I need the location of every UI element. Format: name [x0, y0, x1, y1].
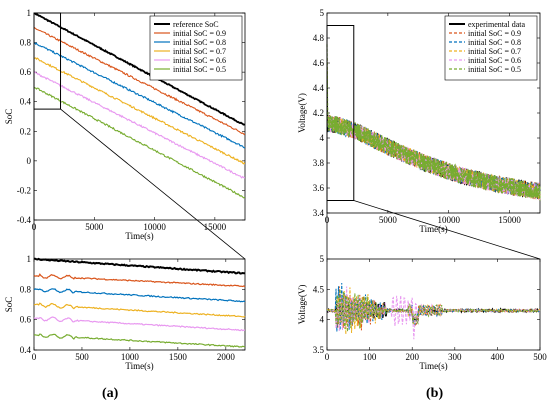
- b-zoom-series-line: [326, 286, 541, 340]
- a-main-xtick-label: 15000: [204, 222, 227, 232]
- b-zoom-xtick-label: 0: [325, 352, 330, 362]
- a-main-lines: [34, 13, 245, 199]
- panel-label-a-text: (a): [102, 386, 119, 401]
- a-zoom-series-line: [33, 316, 246, 332]
- a-zoom-series-line: [33, 257, 246, 275]
- a-zoom-ytick-label: 0.4: [20, 345, 32, 355]
- b-zoom-ytick-label: 4.5: [313, 284, 325, 294]
- panel-label-a: (a): [102, 386, 118, 402]
- a-zoom-ytick-label: 0.6: [20, 315, 32, 325]
- a-zoom-xtick-label: 500: [75, 352, 89, 362]
- a-main-ylabel: SoC: [4, 109, 14, 125]
- a-zoom-series-line: [33, 273, 246, 288]
- b-main-ylabel: Voltage(V): [297, 93, 307, 133]
- b-zoom-xtick-label: 500: [533, 352, 547, 362]
- b-main-legend-box: [444, 15, 538, 81]
- b-zoom-ytick-label: 5: [320, 254, 325, 264]
- b-main-ytick-label: 3.6: [313, 183, 325, 193]
- b-main-ytick-label: 3.4: [313, 208, 325, 218]
- b-zoom-axes: 0 100 200 300 400 500 3.5 4 4.5 5 Time(s) Voltage(V…: [297, 254, 547, 371]
- a-main-xtick-label: 10000: [143, 222, 166, 232]
- b-zoom-xtick-label: 400: [491, 352, 505, 362]
- a-main-series-line: [34, 86, 245, 199]
- b-zoom-ytick-label: 3.5: [313, 345, 325, 355]
- b-zoom-series-line: [326, 289, 541, 332]
- a-zoom-xtick-label: 2000: [217, 352, 236, 362]
- a-zoom-xtick-label: 1000: [121, 352, 140, 362]
- a-zoom-series-line: [33, 333, 246, 348]
- b-zoom-ylabel: Voltage(V): [297, 285, 307, 325]
- a-main-ytick-label: 0.2: [20, 126, 31, 136]
- a-main-ytick-label: -0.4: [17, 215, 32, 225]
- a-main-ytick-label: 0.4: [20, 97, 32, 107]
- b-main-legend-entry: initial SoC = 0.6: [468, 56, 521, 65]
- a-main-legend-entry: initial SoC = 0.9: [173, 29, 226, 38]
- b-main-ytick-label: 4.6: [313, 58, 325, 68]
- a-zoom-xtick-label: 1500: [169, 352, 188, 362]
- b-main-legend-entry: initial SoC = 0.8: [468, 38, 521, 47]
- a-main-xtick-label: 5000: [85, 222, 104, 232]
- a-main-xlabel: Time(s): [125, 231, 153, 241]
- a-zoom-ylabel: SoC: [4, 297, 14, 313]
- a-main-series-line: [34, 57, 245, 165]
- b-main-ytick-label: 3.8: [313, 158, 325, 168]
- a-main-ytick-label: 0: [27, 156, 32, 166]
- a-main-legend-entry: initial SoC = 0.8: [173, 38, 226, 47]
- a-main-ytick-label: -0.2: [17, 185, 31, 195]
- a-main-ytick-label: 0.6: [20, 67, 32, 77]
- b-zoom-ytick-label: 4: [320, 315, 325, 325]
- a-main-series-line: [34, 71, 245, 179]
- a-main-legend-entry: initial SoC = 0.5: [173, 65, 226, 74]
- b-main-legend-entry: initial SoC = 0.9: [468, 29, 521, 38]
- b-main-series-line: [326, 44, 541, 201]
- a-main-legend-entry: reference SoC: [173, 20, 219, 29]
- a-zoom-ytick-label: 1: [27, 254, 32, 264]
- a-zoom-axes: 0 500 1000 1500 2000 0.4 0.6 0.8 1 Time(s) SoC: [4, 254, 246, 371]
- a-zoom-ytick-label: 0.8: [20, 284, 32, 294]
- b-main-ytick-label: 4.8: [313, 33, 325, 43]
- b-main-xlabel: Time(s): [419, 224, 447, 234]
- panel-label-b: (b): [426, 386, 443, 402]
- a-main-zoom-box: [33, 12, 62, 110]
- b-main-legend-entry: initial SoC = 0.7: [468, 47, 521, 56]
- a-main-ytick-label: 0.8: [20, 38, 32, 48]
- b-zoom-series-line: [326, 287, 541, 335]
- b-main-legend-entry: initial SoC = 0.5: [468, 65, 521, 74]
- b-main-ytick-label: 4.2: [313, 108, 324, 118]
- a-main-legend-entry: initial SoC = 0.7: [173, 47, 226, 56]
- b-main-xtick-label: 15000: [498, 215, 521, 225]
- a-zoom-xlabel: Time(s): [125, 361, 153, 371]
- panel-label-b-text: (b): [426, 386, 444, 401]
- b-zoom-xtick-label: 200: [405, 352, 419, 362]
- b-main-ytick-label: 4.4: [313, 83, 325, 93]
- a-main-series-line: [34, 42, 245, 149]
- b-main-legend-entry: experimental data: [468, 20, 526, 29]
- a-zoom-connector: [60, 108, 246, 260]
- a-main-series-line: [34, 26, 245, 136]
- b-main-xtick-label: 10000: [437, 215, 460, 225]
- a-zoom-series-line: [33, 302, 246, 318]
- b-zoom-xtick-label: 100: [363, 352, 377, 362]
- b-main-zoom-box: [326, 25, 355, 201]
- a-zoom-series-line: [33, 288, 246, 303]
- b-zoom-xtick-label: 300: [448, 352, 462, 362]
- a-zoom-xtick-label: 0: [32, 352, 37, 362]
- b-zoom-connector: [353, 200, 541, 260]
- a-main-ytick-label: 1: [27, 8, 32, 18]
- b-zoom-xlabel: Time(s): [419, 361, 447, 371]
- a-main-series-line: [34, 13, 245, 126]
- a-main-legend-entry: initial SoC = 0.6: [173, 56, 226, 65]
- b-main-ytick-label: 4: [320, 133, 325, 143]
- b-main-xtick-label: 5000: [379, 215, 398, 225]
- b-main-ytick-label: 5: [320, 8, 325, 18]
